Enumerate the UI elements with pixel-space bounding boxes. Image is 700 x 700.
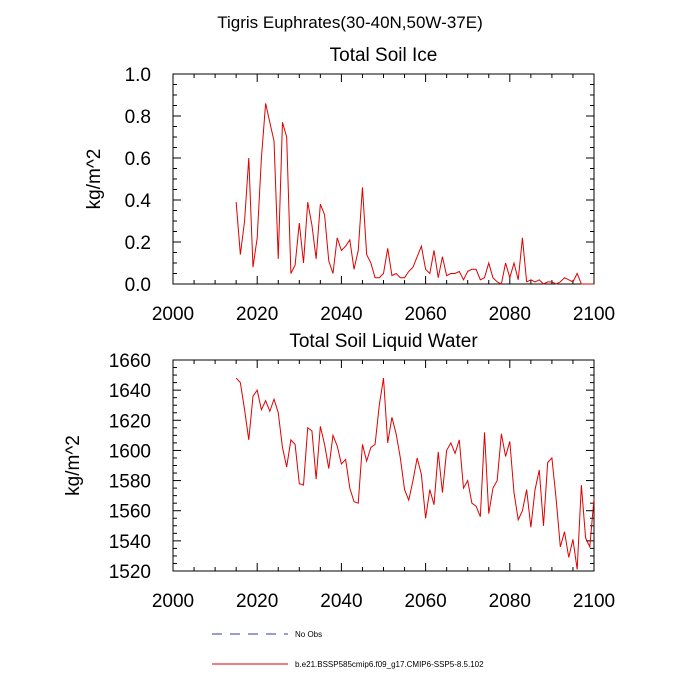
y-tick-label: 1540 bbox=[109, 532, 151, 553]
x-tick-label: 2100 bbox=[573, 591, 615, 612]
y-tick-label: 1620 bbox=[109, 411, 151, 432]
plot-frame bbox=[172, 359, 595, 572]
x-tick-label: 2020 bbox=[236, 304, 278, 325]
y-tick-label: 0.8 bbox=[125, 107, 151, 128]
x-tick-label: 2060 bbox=[404, 591, 446, 612]
y-tick-label: 1560 bbox=[109, 502, 151, 523]
x-tick-label: 2020 bbox=[236, 591, 278, 612]
figure-main-title: Tigris Euphrates(30-40N,50W-37E) bbox=[217, 13, 483, 32]
x-tick-label: 2080 bbox=[489, 304, 531, 325]
y-tick-label: 1520 bbox=[109, 562, 151, 583]
legend-label-no-obs: No Obs bbox=[295, 630, 322, 639]
x-tick-label: 2000 bbox=[152, 591, 194, 612]
panel-title: Total Soil Liquid Water bbox=[289, 331, 478, 352]
x-tick-label: 2040 bbox=[320, 304, 362, 325]
panel-total-soil-ice: Total Soil Ice kg/m^2 2000 2020 2040 2060 2080… bbox=[84, 45, 615, 325]
y-tick-label: 1600 bbox=[109, 441, 151, 462]
y-axis-label: kg/m^2 bbox=[63, 435, 84, 496]
y-tick-label: 0.2 bbox=[125, 233, 151, 254]
x-tick-label: 2100 bbox=[573, 304, 615, 325]
panel-title: Total Soil Ice bbox=[330, 45, 438, 66]
y-tick-label: 1580 bbox=[109, 472, 151, 493]
legend-label-model: b.e21.BSSP585cmip6.f09_g17.CMIP6-SSP5-8.… bbox=[295, 660, 484, 669]
y-tick-label: 1.0 bbox=[125, 65, 151, 86]
series-line bbox=[235, 377, 595, 570]
y-axis-label: kg/m^2 bbox=[84, 149, 105, 210]
x-tick-label: 2040 bbox=[320, 591, 362, 612]
x-tick-label: 2000 bbox=[152, 304, 194, 325]
legend: No Obs b.e21.BSSP585cmip6.f09_g17.CMIP6-… bbox=[212, 630, 484, 669]
plot-frame bbox=[172, 73, 595, 285]
y-tick-label: 0.6 bbox=[125, 149, 151, 170]
x-tick-label: 2080 bbox=[489, 591, 531, 612]
y-tick-label: 1660 bbox=[109, 351, 151, 372]
y-tick-label: 1640 bbox=[109, 381, 151, 402]
x-tick-label: 2060 bbox=[404, 304, 446, 325]
panel-total-soil-liquid-water: Total Soil Liquid Water kg/m^2 2000 2020 204… bbox=[63, 331, 615, 612]
y-tick-label: 0.0 bbox=[125, 275, 151, 296]
series-line bbox=[235, 103, 594, 285]
y-tick-label: 0.4 bbox=[125, 191, 152, 212]
